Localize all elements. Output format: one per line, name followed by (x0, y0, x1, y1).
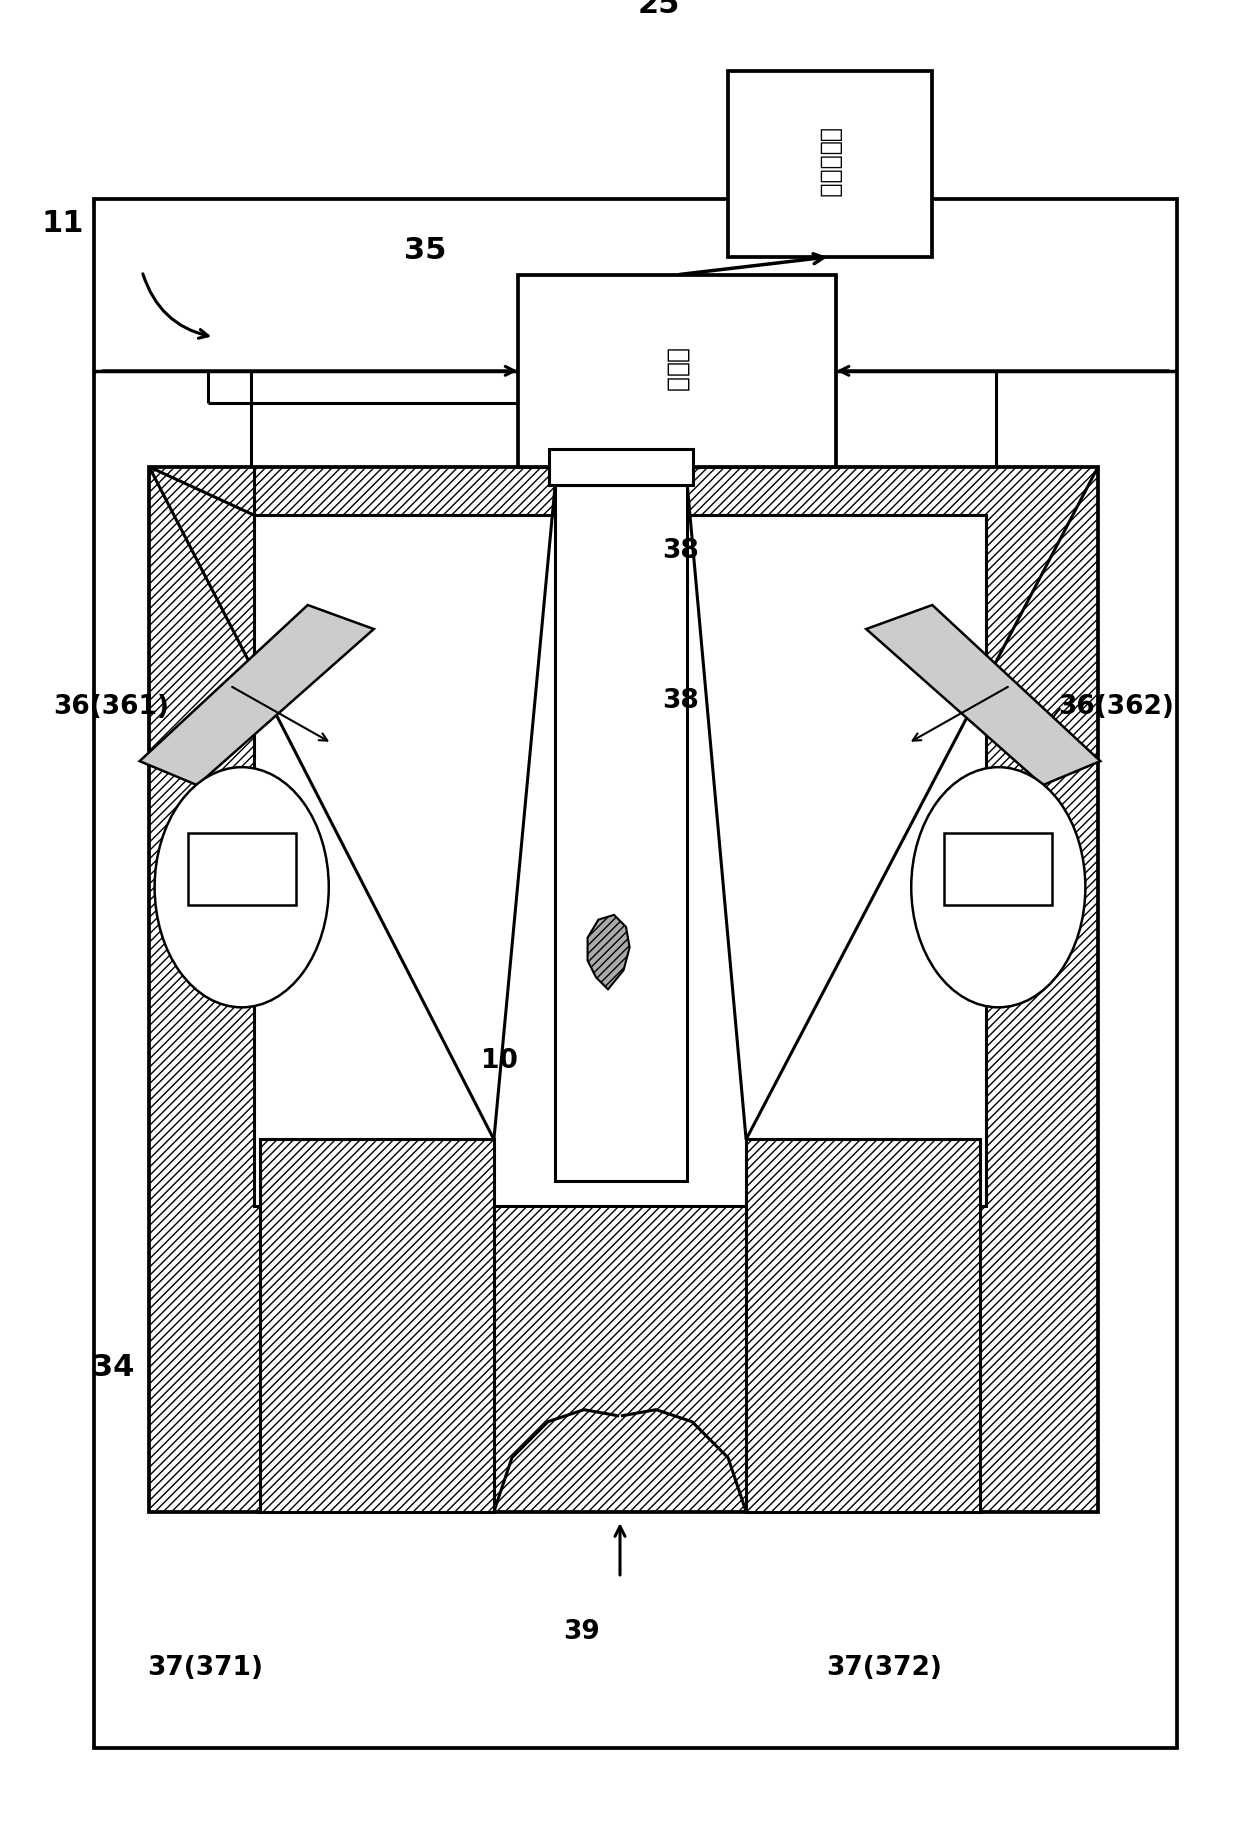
Bar (94, 199, 1177, 1748)
Bar (254, 514, 986, 1206)
Text: 36(361): 36(361) (53, 694, 169, 721)
Text: 分析器: 分析器 (665, 348, 689, 393)
Bar (259, 1140, 494, 1512)
Bar (149, 467, 1097, 1512)
Bar (187, 833, 296, 906)
Bar (746, 1140, 981, 1512)
Bar (549, 448, 693, 485)
Polygon shape (867, 606, 1100, 785)
Bar (556, 485, 687, 1182)
Ellipse shape (911, 767, 1085, 1007)
Text: 34: 34 (93, 1352, 135, 1382)
Text: 39: 39 (563, 1620, 600, 1645)
Text: 36(362): 36(362) (1059, 694, 1174, 721)
Text: 38: 38 (662, 538, 699, 564)
Text: 25: 25 (639, 0, 681, 18)
Text: 37(372): 37(372) (826, 1654, 942, 1682)
Ellipse shape (155, 767, 329, 1007)
Bar (728, 71, 932, 256)
Text: 38: 38 (662, 688, 699, 714)
Bar (548, 329, 698, 467)
Polygon shape (588, 915, 630, 990)
Text: 37(371): 37(371) (148, 1654, 264, 1682)
Text: 35: 35 (404, 236, 446, 265)
Text: 11: 11 (42, 209, 84, 238)
Bar (518, 274, 836, 467)
Text: 10: 10 (481, 1049, 518, 1074)
Polygon shape (140, 606, 373, 785)
Text: 单元控制器: 单元控制器 (818, 128, 842, 199)
Bar (944, 833, 1053, 906)
